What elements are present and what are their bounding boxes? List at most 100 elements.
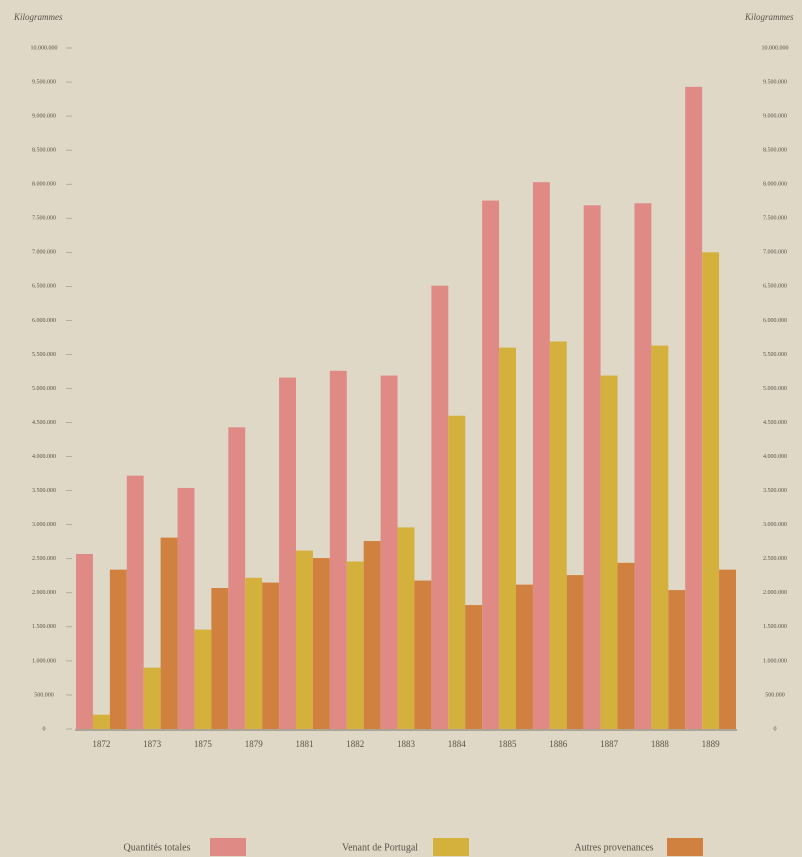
bar xyxy=(448,415,466,729)
y-tick-label: 6.500.000 xyxy=(32,284,56,290)
y2-tick-label: 1.000.000 xyxy=(763,658,787,664)
y-tick-label: 1.500.000 xyxy=(32,624,56,630)
bar xyxy=(346,561,364,729)
bar xyxy=(431,285,449,729)
y-tick-label: 2.500.000 xyxy=(32,556,56,562)
bar xyxy=(126,475,144,729)
bar xyxy=(76,553,93,729)
y-tick-label: 3.000.000 xyxy=(32,522,56,528)
legend-label: Quantités totales xyxy=(124,842,191,853)
bar xyxy=(516,584,533,729)
x-tick-label: 1889 xyxy=(702,739,721,749)
bar xyxy=(312,558,330,729)
bar xyxy=(499,347,516,729)
x-tick-label: 1888 xyxy=(651,739,670,749)
x-tick-label: 1879 xyxy=(245,739,264,749)
y-tick-label: 3.500.000 xyxy=(32,488,56,494)
x-tick-label: 1885 xyxy=(499,739,518,749)
y-tick-label: 5.000.000 xyxy=(32,386,56,392)
y-tick-label: 7.500.000 xyxy=(32,216,56,222)
y-tick-label: 8.000.000 xyxy=(32,182,56,188)
legend-swatch xyxy=(667,838,703,856)
y2-tick-label: 3.500.000 xyxy=(763,488,787,494)
bar xyxy=(465,605,483,729)
bar xyxy=(414,580,432,729)
y2-tick-label: 7.000.000 xyxy=(763,250,787,256)
y2-tick-label: 8.000.000 xyxy=(763,182,787,188)
y2-tick-label: 3.000.000 xyxy=(763,522,787,528)
x-tick-label: 1873 xyxy=(143,739,162,749)
legend-label: Venant de Portugal xyxy=(342,842,418,853)
y2-tick-label: 6.000.000 xyxy=(763,318,787,324)
y2-tick-label: 4.000.000 xyxy=(763,454,787,460)
bar xyxy=(634,203,652,729)
y2-tick-label: 2.500.000 xyxy=(763,556,787,562)
y-tick-label: 9.000.000 xyxy=(32,113,56,119)
y2-tick-label: 2.000.000 xyxy=(763,590,787,596)
bar xyxy=(566,575,584,729)
bar xyxy=(719,569,736,729)
bar xyxy=(329,370,347,729)
bar xyxy=(600,375,618,729)
y-tick-label: 5.500.000 xyxy=(32,352,56,358)
legend-swatch xyxy=(210,838,246,856)
y2-tick-label: 9.500.000 xyxy=(763,79,787,85)
y2-tick-label: 10.000.000 xyxy=(762,45,789,51)
bar xyxy=(279,377,296,729)
bar xyxy=(549,341,567,729)
y2-tick-label: 0 xyxy=(774,726,777,732)
legend-swatch xyxy=(433,838,469,856)
y-tick-label: 1.000.000 xyxy=(32,658,56,664)
y2-tick-label: 500.000 xyxy=(765,692,785,698)
bar xyxy=(211,588,229,729)
y2-tick-label: 5.000.000 xyxy=(763,386,787,392)
y-tick-label: 0 xyxy=(43,726,46,732)
bar xyxy=(228,427,246,729)
y2-tick-label: 1.500.000 xyxy=(763,624,787,630)
bar xyxy=(143,667,161,729)
bar xyxy=(668,590,686,729)
bar xyxy=(160,537,178,729)
y2-tick-label: 7.500.000 xyxy=(763,216,787,222)
y2-tick-label: 6.500.000 xyxy=(763,284,787,290)
y-tick-label: 6.000.000 xyxy=(32,318,56,324)
y-tick-label: 8.500.000 xyxy=(32,148,56,154)
bar xyxy=(532,182,550,730)
bar xyxy=(397,527,415,729)
bar xyxy=(702,252,720,730)
bar xyxy=(262,582,280,729)
y-tick-label: 10.000.000 xyxy=(31,45,58,51)
x-tick-label: 1872 xyxy=(92,739,110,749)
y2-tick-label: 4.500.000 xyxy=(763,420,787,426)
x-tick-label: 1882 xyxy=(346,739,364,749)
x-tick-label: 1881 xyxy=(295,739,313,749)
x-tick-label: 1884 xyxy=(448,739,467,749)
legend-label: Autres provenances xyxy=(574,842,653,853)
bar xyxy=(583,205,601,729)
bar xyxy=(109,569,127,729)
y-tick-label: 4.500.000 xyxy=(32,420,56,426)
y-tick-label: 7.000.000 xyxy=(32,250,56,256)
bar xyxy=(685,86,703,729)
y2-tick-label: 8.500.000 xyxy=(763,148,787,154)
y-tick-label: 2.000.000 xyxy=(32,590,56,596)
bar xyxy=(363,541,381,729)
y-axis-label: Kilogrammes xyxy=(13,12,63,22)
bar xyxy=(651,345,669,729)
y-tick-label: 500.000 xyxy=(34,692,54,698)
y-tick-label: 9.500.000 xyxy=(32,79,56,85)
x-tick-label: 1886 xyxy=(549,739,568,749)
bar xyxy=(194,629,212,729)
y2-tick-label: 5.500.000 xyxy=(763,352,787,358)
y-tick-label: 4.000.000 xyxy=(32,454,56,460)
bar xyxy=(482,200,500,729)
bar xyxy=(177,487,195,729)
y2-axis-label: Kilogrammes xyxy=(744,12,794,22)
y2-tick-label: 9.000.000 xyxy=(763,113,787,119)
bar xyxy=(380,375,398,729)
bar xyxy=(617,562,635,729)
bar xyxy=(296,550,313,729)
x-tick-label: 1883 xyxy=(397,739,416,749)
x-tick-label: 1875 xyxy=(194,739,213,749)
